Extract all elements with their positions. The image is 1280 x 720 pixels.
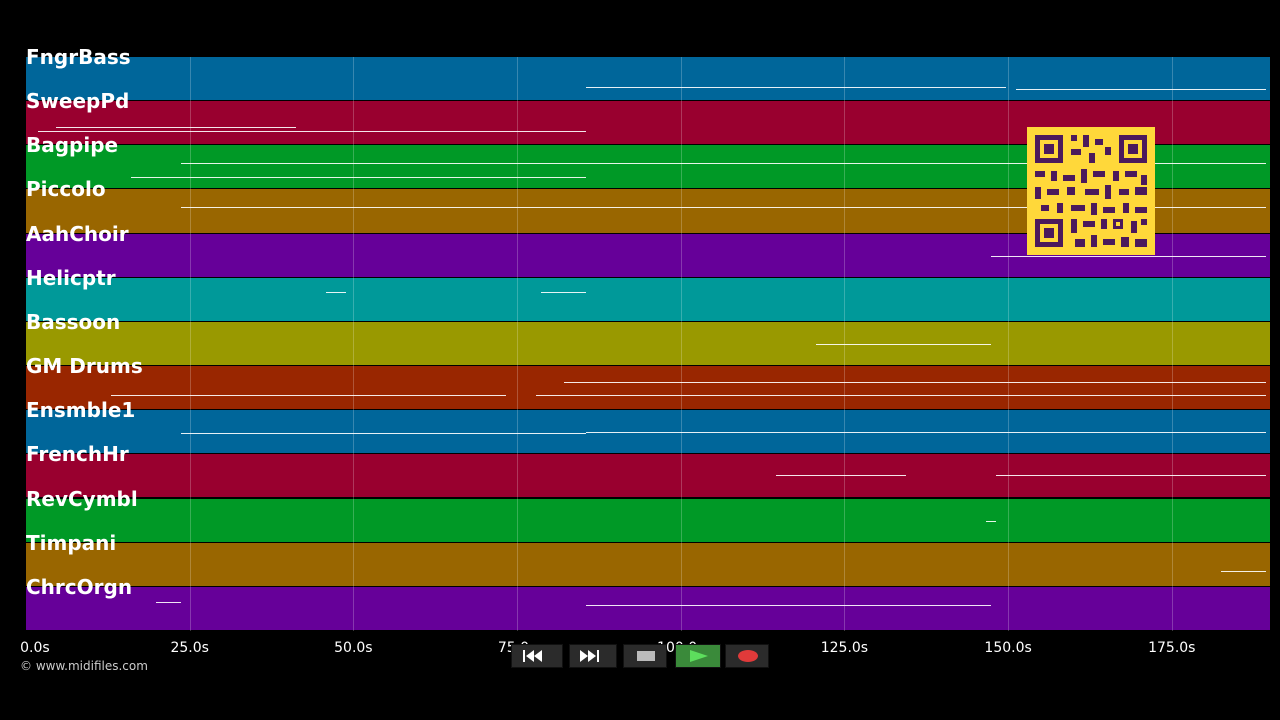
grid-line (680, 57, 682, 631)
track-label: ChrcOrgn (26, 574, 133, 599)
note-trace (541, 291, 586, 293)
track-label: Timpani (26, 530, 117, 555)
note-trace (1221, 570, 1266, 572)
rewind-icon (523, 650, 542, 662)
note-trace (991, 255, 1266, 257)
note-trace (181, 207, 1266, 209)
copyright-text: © www.midifiles.com (20, 659, 148, 673)
note-trace (996, 475, 1266, 477)
note-trace (986, 520, 996, 522)
time-tick-label: 150.0s (984, 640, 1032, 656)
grid-line (1171, 57, 1173, 631)
note-trace (586, 604, 991, 606)
track-lane[interactable] (26, 277, 1270, 322)
record-button[interactable] (725, 644, 769, 668)
track-label: Ensmble1 (26, 398, 136, 423)
note-trace (326, 291, 346, 293)
note-trace (564, 382, 1266, 384)
time-tick-label: 50.0s (334, 640, 373, 656)
note-trace (181, 433, 586, 435)
stop-icon (637, 651, 655, 661)
track-lane[interactable] (26, 454, 1270, 499)
note-trace (181, 163, 1266, 165)
note-trace (816, 343, 991, 345)
fast-forward-button[interactable] (569, 644, 617, 668)
grid-line (517, 57, 519, 631)
note-trace (38, 131, 586, 133)
track-label: GM Drums (26, 354, 143, 379)
track-lane[interactable] (26, 498, 1270, 543)
track-label: FrenchHr (26, 442, 129, 467)
note-trace (56, 127, 296, 129)
grid-line (189, 57, 191, 631)
fast-forward-icon (580, 650, 599, 662)
rewind-button[interactable] (511, 644, 563, 668)
track-lane[interactable] (26, 57, 1270, 102)
record-icon (738, 650, 758, 662)
track-label: AahChoir (26, 221, 129, 246)
note-trace (536, 395, 1266, 397)
play-icon (690, 650, 708, 662)
qr-code-graphic (1035, 135, 1147, 247)
time-tick-label: 0.0s (20, 640, 50, 656)
track-label: Bassoon (26, 309, 121, 334)
track-label: SweepPd (26, 89, 130, 114)
time-tick-label: 125.0s (820, 640, 869, 656)
time-tick-label: 25.0s (170, 640, 209, 656)
note-trace (131, 177, 586, 179)
time-tick-label: 175.0s (1148, 640, 1196, 656)
track-lane[interactable] (26, 542, 1270, 587)
track-label: RevCymbl (26, 486, 138, 511)
track-lane[interactable] (26, 366, 1270, 411)
grid-line (353, 57, 355, 631)
note-trace (1016, 89, 1266, 90)
track-label: Bagpipe (26, 133, 119, 158)
note-trace (156, 601, 181, 603)
qr-code (1027, 127, 1155, 255)
track-label: Helicptr (26, 265, 116, 290)
note-trace (776, 475, 906, 477)
note-trace (586, 87, 1006, 88)
play-button[interactable] (675, 644, 721, 668)
note-trace (586, 432, 1266, 434)
stop-button[interactable] (623, 644, 667, 668)
track-label: Piccolo (26, 177, 106, 202)
track-lane[interactable] (26, 586, 1270, 631)
grid-line (1008, 57, 1010, 631)
track-label: FngrBass (26, 45, 131, 69)
track-lane[interactable] (26, 321, 1270, 367)
note-trace (111, 395, 506, 397)
